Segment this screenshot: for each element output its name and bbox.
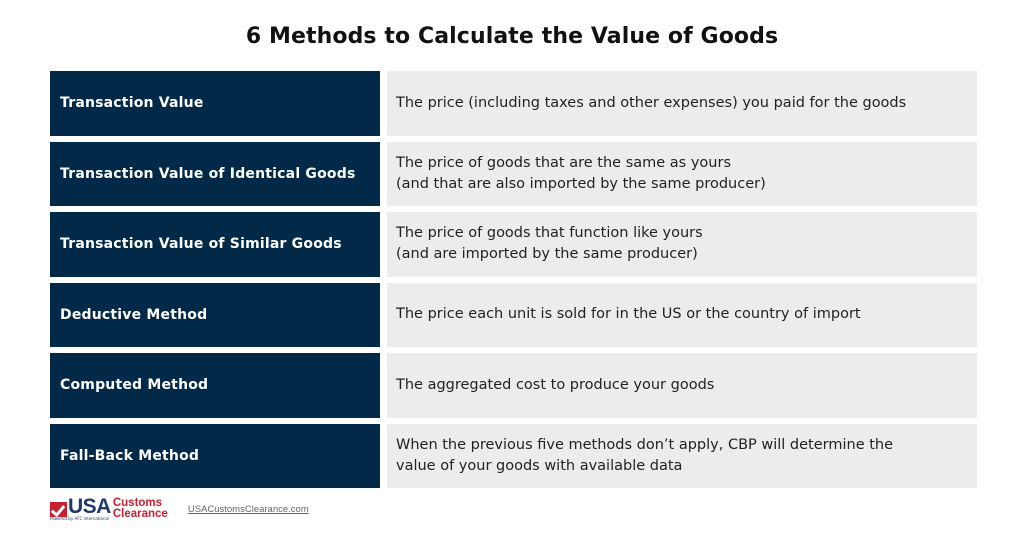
brand-logo[interactable]: USA Powered by AFC International Customs… [50, 494, 168, 521]
table-row: Deductive Method The price each unit is … [50, 282, 977, 347]
logo-customs-clearance: Customs Clearance [112, 497, 168, 520]
logo-usa-text: USA [68, 494, 111, 518]
page-title: 6 Methods to Calculate the Value of Good… [245, 24, 779, 49]
logo-usa-block: USA Powered by AFC International [50, 494, 111, 521]
method-description: The price of goods that are the same as … [387, 141, 977, 206]
logo-powered-by: Powered by AFC International [50, 515, 110, 521]
method-name: Fall-Back Method [50, 423, 380, 488]
method-description: When the previous five methods don’t app… [387, 423, 977, 488]
website-link[interactable]: USACustomsClearance.com [187, 503, 309, 515]
method-name: Computed Method [50, 353, 380, 418]
logo-line1: Customs [112, 497, 163, 509]
table-row: Transaction Value of Similar Goods The p… [50, 212, 977, 277]
methods-table: Transaction Value The price (including t… [50, 71, 977, 494]
method-name: Deductive Method [50, 282, 380, 347]
check-icon [50, 501, 67, 517]
table-row: Transaction Value of Identical Goods The… [50, 141, 977, 206]
table-row: Fall-Back Method When the previous five … [50, 423, 977, 488]
method-description: The price (including taxes and other exp… [387, 71, 977, 136]
method-name: Transaction Value of Similar Goods [50, 212, 380, 277]
method-description: The price of goods that function like yo… [387, 212, 977, 277]
table-row: Transaction Value The price (including t… [50, 71, 977, 136]
method-name: Transaction Value of Identical Goods [50, 141, 380, 206]
method-name: Transaction Value [50, 71, 380, 136]
table-row: Computed Method The aggregated cost to p… [50, 353, 977, 418]
method-description: The aggregated cost to produce your good… [387, 353, 977, 418]
logo-line2: Clearance [112, 508, 168, 520]
footer: USA Powered by AFC International Customs… [50, 496, 309, 522]
method-description: The price each unit is sold for in the U… [387, 282, 977, 347]
